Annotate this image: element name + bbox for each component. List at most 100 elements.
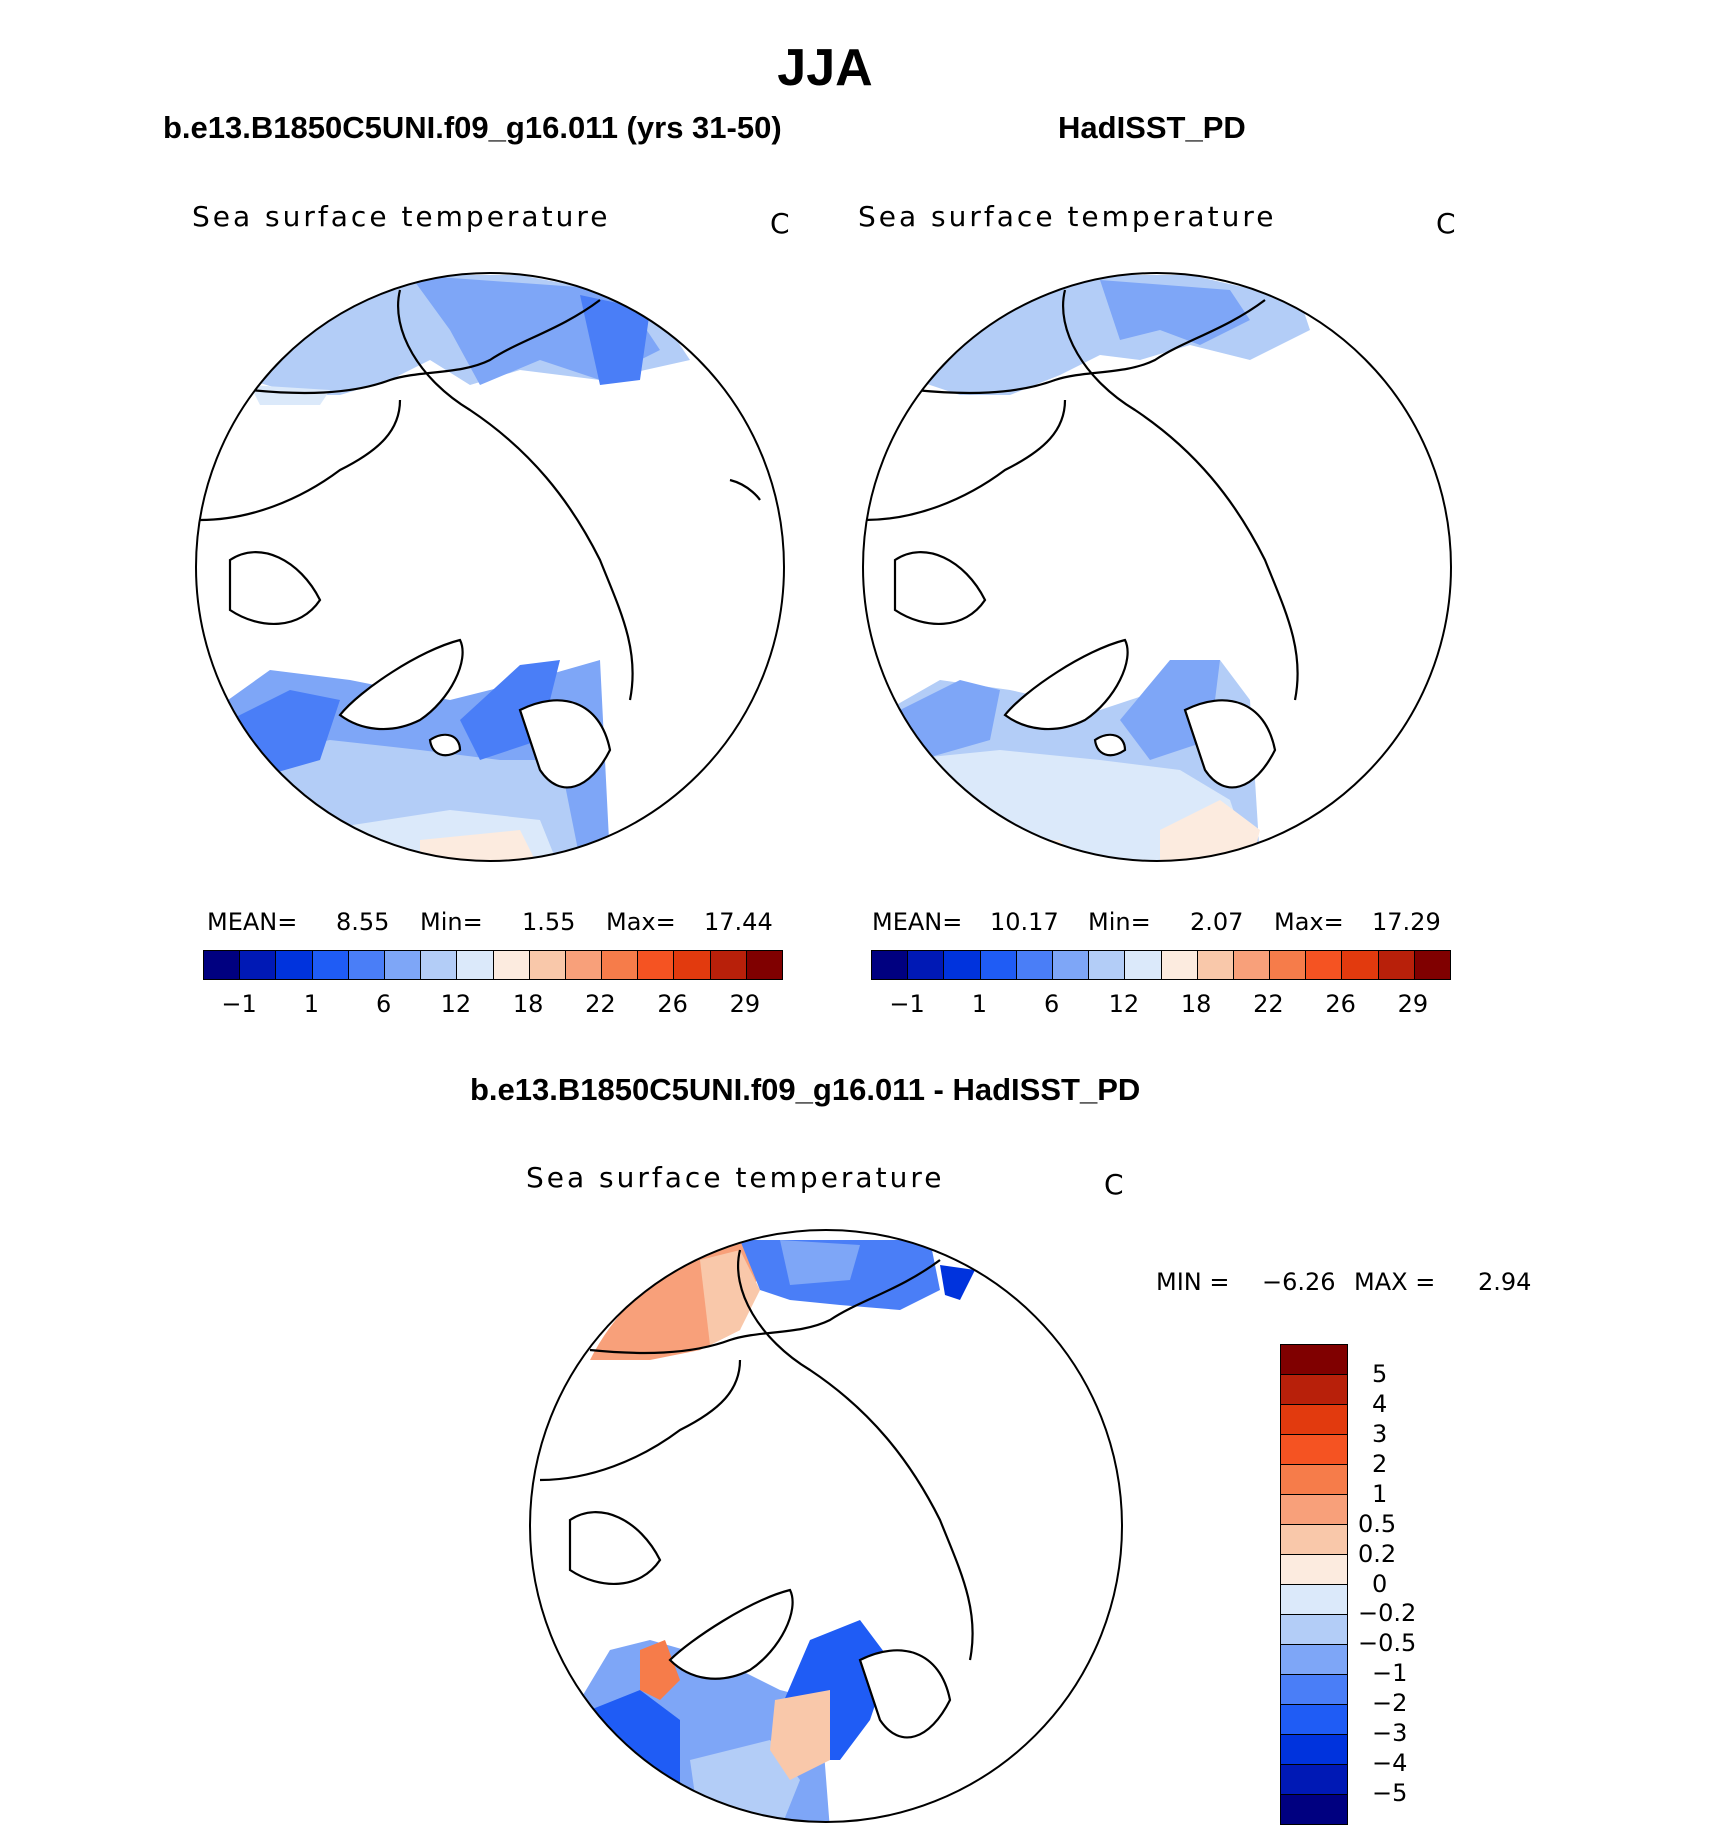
diff-colorbar-tick-label: −4 <box>1372 1749 1408 1778</box>
left-colorbar-tick-label: −1 <box>221 990 257 1018</box>
left-northamerica-coast <box>199 399 402 522</box>
right-colorbar-swatch <box>1197 951 1234 979</box>
diff-eurasia-coast <box>737 1249 974 1661</box>
left-colorbar-ticks: −1 1 6 12 18 22 26 29 <box>203 990 781 1020</box>
left-colorbar-swatch <box>384 951 422 979</box>
right-colorbar-tick-label: 6 <box>1043 990 1060 1018</box>
right-colorbar-swatch <box>1052 951 1090 979</box>
right-colorbar-swatch <box>1089 951 1126 979</box>
left-min-label: Min= <box>420 908 483 936</box>
diff-colorbar-swatch <box>1281 1585 1347 1615</box>
left-colorbar-tick-label: 29 <box>729 990 761 1018</box>
left-colorbar-swatch <box>638 951 675 979</box>
right-colorbar-swatch <box>944 951 981 979</box>
left-colorbar-swatch <box>312 951 349 979</box>
left-colorbar-swatch <box>493 951 530 979</box>
diff-bering-cold <box>940 1265 975 1300</box>
left-mean-value: 8.55 <box>336 908 390 936</box>
diff-colorbar-swatch <box>1281 1405 1347 1435</box>
left-colorbar <box>203 950 783 980</box>
right-map-frame <box>862 272 1452 862</box>
left-colorbar-swatch <box>602 951 639 979</box>
left-max-value: 17.44 <box>704 908 773 936</box>
left-panel-title: b.e13.B1850C5UNI.f09_g16.011 (yrs 31-50) <box>163 110 782 145</box>
left-variable-label: Sea surface temperature <box>192 200 611 233</box>
diff-iceland-warm <box>770 1690 830 1780</box>
right-min-value: 2.07 <box>1190 908 1244 936</box>
diff-colorbar-tick-label: −5 <box>1372 1779 1408 1808</box>
left-colorbar-swatch <box>746 951 782 979</box>
diff-colorbar-swatch <box>1281 1705 1347 1735</box>
left-mean-label: MEAN= <box>207 908 298 936</box>
right-units-label: C <box>1436 207 1456 240</box>
right-sst-pacific-mid <box>1100 280 1250 345</box>
diff-colorbar-tick-label: 0.5 <box>1358 1509 1397 1538</box>
diff-colorbar-tick-label: 2 <box>1372 1449 1388 1478</box>
left-colorbar-swatch <box>565 951 603 979</box>
diff-scandinavia <box>858 1649 952 1739</box>
diff-colorbar-swatch <box>1281 1615 1347 1645</box>
left-max-label: Max= <box>606 908 676 936</box>
diff-colorbar-tick-label: 0 <box>1372 1569 1388 1598</box>
diff-greenland-warm <box>640 1640 680 1700</box>
left-sst-pacific-pale <box>250 385 330 405</box>
right-colorbar-swatch <box>1342 951 1379 979</box>
diff-colorbar-swatch <box>1281 1645 1347 1675</box>
diff-colorbar-tick-label: 0.2 <box>1358 1539 1397 1568</box>
diff-colorbar-tick-label: 4 <box>1372 1389 1388 1418</box>
right-colorbar-tick-label: 26 <box>1325 990 1356 1018</box>
diff-colorbar-swatch <box>1281 1435 1347 1465</box>
diff-min-label: MIN = <box>1156 1268 1230 1296</box>
diff-colorbar-swatch <box>1281 1495 1347 1525</box>
right-colorbar-swatch <box>980 951 1017 979</box>
left-colorbar-tick-label: 26 <box>657 990 688 1018</box>
diff-colorbar-tick-label: 1 <box>1372 1479 1388 1508</box>
right-colorbar-swatch <box>872 951 909 979</box>
left-colorbar-swatch <box>674 951 711 979</box>
diff-colorbar <box>1280 1344 1348 1825</box>
diff-canada-bay <box>568 1511 662 1586</box>
right-colorbar-tick-label: 18 <box>1180 990 1212 1018</box>
left-colorbar-swatch <box>529 951 566 979</box>
left-colorbar-swatch <box>276 951 313 979</box>
left-colorbar-swatch <box>421 951 458 979</box>
right-bering-coast <box>914 299 1266 395</box>
right-colorbar-swatch <box>1270 951 1307 979</box>
right-colorbar-swatch <box>1414 951 1450 979</box>
left-scandinavia <box>518 699 612 789</box>
left-colorbar-swatch <box>457 951 494 979</box>
diff-colorbar-tick-label: −2 <box>1372 1689 1408 1718</box>
right-colorbar-swatch <box>1125 951 1162 979</box>
right-scandinavia <box>1183 699 1277 789</box>
diff-colorbar-swatch <box>1281 1555 1347 1585</box>
diff-variable-label: Sea surface temperature <box>526 1161 945 1194</box>
diff-colorbar-ticks: 5 4 3 2 1 0.5 0.2 0 −0.2 −0.5 −1 −2 −3 −4 −5 <box>1358 1344 1478 1823</box>
diff-max-label: MAX = <box>1354 1268 1436 1296</box>
diff-min-value: −6.26 <box>1262 1268 1336 1296</box>
diff-colorbar-tick-label: 5 <box>1372 1359 1388 1388</box>
diff-colorbar-swatch <box>1281 1765 1347 1795</box>
diff-bering-coast <box>589 1259 941 1355</box>
right-colorbar-swatch <box>1306 951 1343 979</box>
diff-colorbar-tick-label: −3 <box>1372 1719 1408 1748</box>
diff-colorbar-swatch <box>1281 1525 1347 1555</box>
right-greenland <box>1003 638 1129 731</box>
right-colorbar-ticks: −1 1 6 12 18 22 26 29 <box>871 990 1449 1020</box>
left-eurasia-coast <box>397 289 634 701</box>
right-colorbar-tick-label: 22 <box>1253 990 1284 1018</box>
right-min-label: Min= <box>1088 908 1151 936</box>
left-colorbar-swatch <box>348 951 385 979</box>
right-colorbar-swatch <box>1161 951 1198 979</box>
right-canada-bay <box>893 551 987 626</box>
diff-greenland <box>668 1588 794 1680</box>
right-colorbar-swatch <box>1378 951 1415 979</box>
diff-colorbar-swatch <box>1281 1345 1347 1375</box>
left-sst-bering <box>580 295 650 385</box>
right-colorbar-tick-label: 1 <box>971 990 988 1018</box>
diff-colorbar-tick-label: −1 <box>1372 1659 1408 1688</box>
left-map-frame <box>195 272 785 862</box>
right-eurasia-coast <box>1062 289 1299 701</box>
left-greenland <box>338 638 464 731</box>
diff-colorbar-swatch <box>1281 1675 1347 1705</box>
left-colorbar-swatch <box>240 951 277 979</box>
